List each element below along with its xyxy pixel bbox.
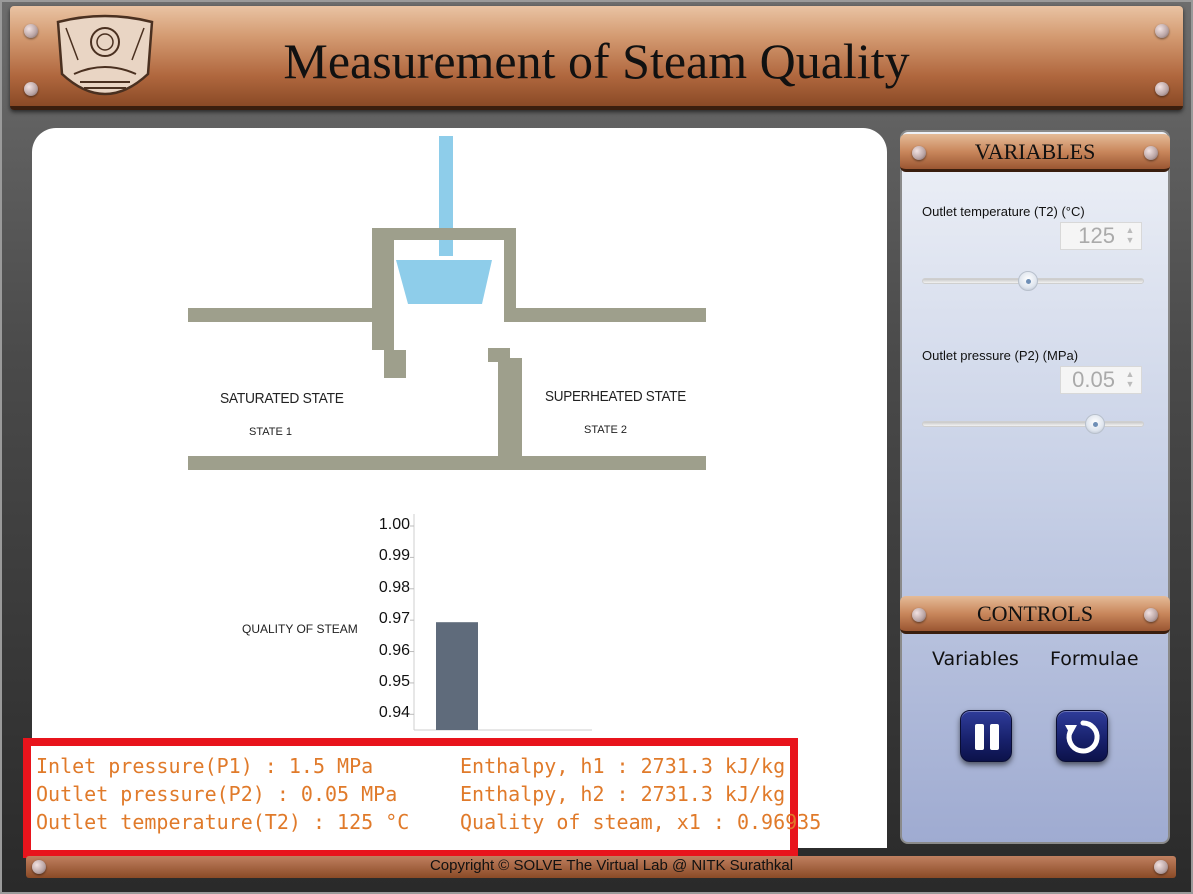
- pipe-bottom: [188, 456, 706, 470]
- pause-icon: [975, 724, 999, 750]
- chart-y-tick-label: 0.94: [378, 704, 410, 722]
- t2-slider[interactable]: [922, 271, 1144, 291]
- steam-calorimeter-diagram: [188, 136, 706, 470]
- pipe-top-left: [188, 308, 392, 322]
- inlet-stream: [439, 136, 453, 256]
- controls-header-label: CONTROLS: [976, 601, 1094, 626]
- chamber-wall-right: [504, 228, 516, 310]
- header-bar: Measurement of Steam Quality: [10, 6, 1183, 110]
- rivet-icon: [1144, 608, 1158, 622]
- result-enthalpy-h2: Enthalpy, h2 : 2731.3 kJ/kg: [460, 782, 786, 806]
- rivet-icon: [32, 860, 46, 874]
- chart-ylabel: QUALITY OF STEAM: [242, 622, 358, 636]
- footer-bar: [26, 856, 1176, 878]
- p2-slider[interactable]: [922, 414, 1144, 434]
- result-outlet-pressure: Outlet pressure(P2) : 0.05 MPa: [36, 782, 398, 806]
- chart-y-tick-label: 0.98: [378, 578, 410, 596]
- quality-bar-chart: [410, 514, 592, 731]
- rivet-icon: [24, 82, 38, 96]
- formulae-link[interactable]: Formulae: [1050, 648, 1139, 670]
- nitk-logo-icon: [56, 14, 154, 96]
- state-2-label: STATE 2: [584, 424, 627, 436]
- rivet-icon: [912, 608, 926, 622]
- variables-header-label: VARIABLES: [974, 139, 1096, 164]
- t2-slider-handle[interactable]: [1017, 271, 1038, 291]
- p2-label: Outlet pressure (P2) (MPa): [922, 348, 1079, 363]
- pause-button[interactable]: [960, 710, 1012, 762]
- state-1-label: STATE 1: [249, 426, 292, 438]
- p2-spinner[interactable]: 0.05 ▲ ▼: [1060, 366, 1142, 394]
- page-title: Measurement of Steam Quality: [283, 33, 910, 89]
- chart-y-tick-label: 0.99: [378, 547, 410, 565]
- chamber-lip-left: [384, 350, 406, 378]
- divider-wall: [498, 358, 522, 458]
- simulation-canvas: SATURATED STATE STATE 1 SUPERHEATED STAT…: [32, 128, 887, 848]
- rivet-icon: [912, 146, 926, 160]
- t2-label: Outlet temperature (T2) (°C): [922, 204, 1085, 219]
- chart-y-tick-label: 0.95: [378, 672, 410, 690]
- saturated-state-label: SATURATED STATE: [220, 390, 344, 407]
- spinner-arrows-icon[interactable]: ▲ ▼: [1125, 369, 1135, 389]
- t2-spinner[interactable]: 125 ▲ ▼: [1060, 222, 1142, 250]
- controls-header: CONTROLS: [900, 596, 1170, 634]
- rivet-icon: [1144, 146, 1158, 160]
- side-panel: VARIABLES Outlet temperature (T2) (°C) 1…: [900, 130, 1170, 844]
- p2-slider-handle[interactable]: [1084, 414, 1105, 434]
- quality-bar: [436, 622, 478, 730]
- variables-header: VARIABLES: [900, 134, 1170, 172]
- rivet-icon: [1155, 24, 1169, 38]
- variables-link[interactable]: Variables: [932, 648, 1019, 670]
- spinner-arrows-icon[interactable]: ▲ ▼: [1125, 225, 1135, 245]
- result-outlet-temperature: Outlet temperature(T2) : 125 °C: [36, 810, 410, 834]
- chart-y-tick-label: 0.96: [378, 641, 410, 659]
- p2-value: 0.05: [1072, 367, 1115, 392]
- t2-value: 125: [1078, 223, 1115, 248]
- results-panel: Inlet pressure(P1) : 1.5 MPa Outlet pres…: [23, 738, 821, 858]
- reset-button[interactable]: [1056, 710, 1108, 762]
- result-enthalpy-h1: Enthalpy, h1 : 2731.3 kJ/kg: [460, 754, 786, 778]
- reset-icon: [1065, 720, 1100, 754]
- chart-y-tick-label: 0.97: [378, 610, 410, 628]
- result-inlet-pressure: Inlet pressure(P1) : 1.5 MPa: [36, 754, 374, 778]
- result-quality: Quality of steam, x1 : 0.96935: [460, 810, 822, 834]
- throttle-cup: [396, 260, 492, 304]
- rivet-icon: [24, 24, 38, 38]
- superheated-state-label: SUPERHEATED STATE: [545, 388, 686, 405]
- chart-y-tick-label: 1.00: [378, 516, 410, 533]
- copyright-text: Copyright © SOLVE The Virtual Lab @ NITK…: [429, 857, 794, 874]
- pipe-top-right: [504, 308, 706, 322]
- chamber-wall-outer: [372, 228, 386, 350]
- rivet-icon: [1154, 860, 1168, 874]
- rivet-icon: [1155, 82, 1169, 96]
